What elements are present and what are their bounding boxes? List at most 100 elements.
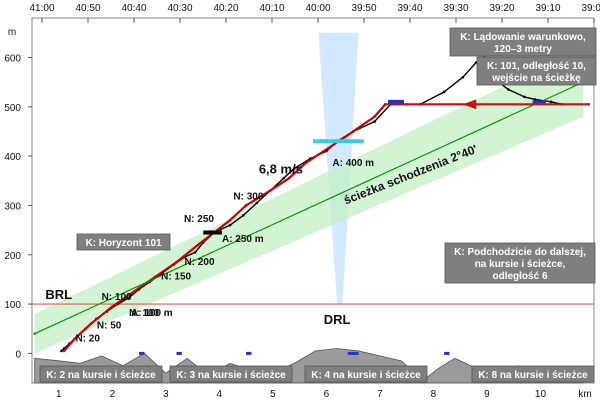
callout-4-box — [304, 365, 428, 383]
point-label: N: 20 — [75, 334, 100, 345]
callout-landing-text: 120–3 metry — [494, 44, 552, 55]
x-tick-label: 9 — [484, 389, 490, 400]
callout-continue-text: odległość 6 — [492, 271, 547, 282]
x-tick-label: 5 — [270, 389, 276, 400]
y-tick-label: 100 — [4, 300, 21, 311]
drl-label: DRL — [324, 312, 351, 327]
series-point — [62, 349, 66, 353]
callout-8-box — [471, 365, 595, 383]
point-label: A: 250 m — [222, 234, 264, 245]
point-label: A: 400 m — [332, 158, 374, 169]
y-tick-label: 600 — [4, 53, 21, 64]
series-point — [60, 349, 63, 353]
callout-2-text: K: 2 na kursie i ścieżce — [46, 370, 156, 381]
approach-line — [63, 103, 589, 352]
series-point — [533, 98, 537, 101]
point-label: N: 150 — [161, 271, 191, 282]
callout-continue-text: K: Podchodzicie do dalszej, — [454, 247, 586, 258]
callout-horizon-text: K: Horyzont 101 — [85, 238, 162, 249]
time-tick-label: 40:10 — [259, 3, 284, 14]
x-tick-label: 1 — [56, 389, 62, 400]
x-tick-label: 8 — [431, 389, 437, 400]
callout-2-box — [39, 365, 163, 383]
y-unit-label: m — [8, 27, 16, 38]
point-label: A: 100 m — [131, 308, 173, 319]
time-tick-label: 39:50 — [351, 3, 376, 14]
series-point — [242, 213, 245, 217]
series-point — [461, 75, 465, 79]
series-point — [127, 296, 130, 300]
glide-path-line — [34, 81, 584, 335]
point-label: N: 300 — [233, 191, 263, 202]
time-tick-label: 39:10 — [535, 3, 560, 14]
y-tick-label: 300 — [4, 201, 21, 212]
time-tick-label: 39:20 — [489, 3, 514, 14]
point-label: N: 50 — [97, 321, 122, 332]
left-arrow — [462, 99, 477, 110]
series-point — [89, 322, 93, 326]
time-tick-label: 40:40 — [121, 3, 146, 14]
speed-label: 6,8 m/s — [259, 161, 303, 176]
time-tick-label: 40:20 — [213, 3, 238, 14]
callouts: K: Lądowanie warunkowo,120–3 metry K: 101… — [39, 27, 597, 383]
brl-label: BRL — [45, 287, 72, 302]
time-axis: 41:00 40:50 40:40 40:30 40:20 40:10 40:00 39:50… — [29, 3, 600, 23]
y-tick-label: 500 — [4, 103, 21, 114]
x-tick-label: 3 — [163, 389, 169, 400]
series-point — [282, 177, 285, 180]
series-point — [507, 88, 510, 91]
series-point — [549, 100, 553, 104]
series-point — [373, 120, 376, 123]
series-point — [442, 90, 446, 94]
series-point — [228, 218, 232, 222]
markers — [139, 99, 546, 355]
callout-8-text: K: 8 na kursie i ścieżce — [478, 370, 588, 381]
x-tick-label: 7 — [377, 389, 383, 400]
time-tick-label: 39:30 — [443, 3, 468, 14]
series-point — [255, 201, 259, 205]
callout-landing-text: K: Lądowanie warunkowo, — [460, 32, 586, 43]
y-tick-label: 0 — [15, 349, 21, 360]
glide-band — [34, 47, 584, 354]
series-point — [303, 162, 307, 165]
series-point — [373, 115, 376, 118]
callout-horizon-box — [76, 233, 171, 251]
point-label: N: 100 — [102, 292, 132, 303]
callout-continue-box — [444, 242, 596, 284]
series-point — [110, 305, 114, 308]
point-label: N: 250 — [184, 214, 214, 225]
series-point — [132, 290, 135, 294]
series-point — [73, 337, 77, 340]
time-tick-label: 40:30 — [167, 3, 192, 14]
series-point — [175, 260, 178, 264]
callout-glide-entry-text: K: 101, odległość 10, — [487, 61, 586, 72]
series-point — [244, 204, 248, 207]
callout-landing-box — [449, 27, 597, 57]
time-tick-label: 40:00 — [305, 3, 330, 14]
time-tick-label: 41:00 — [29, 3, 54, 14]
x-tick-label: 6 — [324, 389, 330, 400]
callout-3-text: K: 3 na kursie i ścieżce — [176, 370, 286, 381]
y-tick-label: 200 — [4, 251, 21, 262]
series-point — [268, 189, 272, 192]
y-tick-label: 400 — [4, 152, 21, 163]
x-tick-label: 2 — [110, 389, 116, 400]
series-point — [523, 95, 526, 99]
callout-4-text: K: 4 na kursie i ścieżce — [311, 370, 421, 381]
point-label: N: 200 — [185, 257, 215, 268]
series-point — [193, 250, 197, 254]
time-tick-label: 39:00 — [581, 3, 600, 14]
altitude-axis: m 0 100 200 300 400 500 600 — [4, 27, 32, 360]
time-tick-label: 39:40 — [397, 3, 422, 14]
series-point — [33, 332, 36, 335]
x-tick-label: 4 — [217, 389, 223, 400]
callout-3-box — [169, 365, 293, 383]
series-point — [292, 167, 296, 170]
callout-continue-text: na kursie i ścieżce, — [475, 259, 566, 270]
series-point — [228, 223, 232, 227]
series-point — [287, 177, 291, 180]
x-tick-label: 10 — [535, 389, 547, 400]
series-point — [196, 243, 200, 247]
glide-path-band — [32, 32, 594, 354]
